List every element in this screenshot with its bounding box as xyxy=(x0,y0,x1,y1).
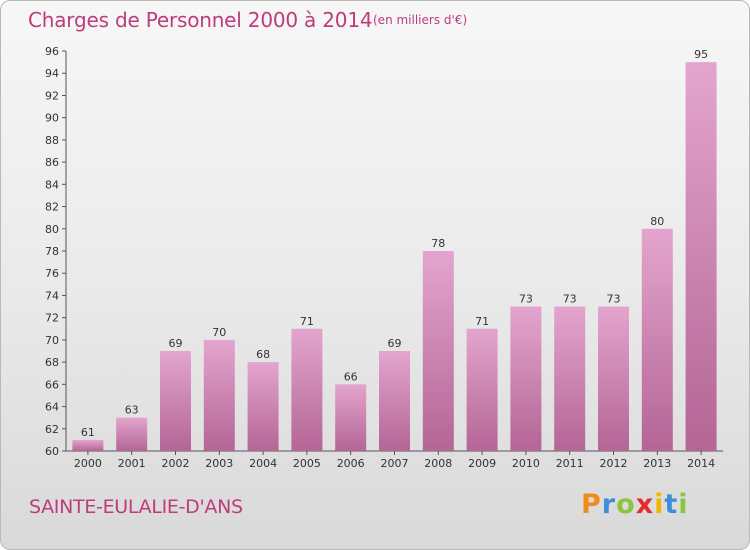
x-tick-label-2002: 2002 xyxy=(162,457,190,470)
y-tick-label: 88 xyxy=(45,134,59,147)
bar-2008 xyxy=(422,251,454,451)
x-tick-label-2008: 2008 xyxy=(424,457,452,470)
value-label-2000: 61 xyxy=(81,426,95,439)
bar-2000 xyxy=(72,439,104,451)
value-label-2010: 73 xyxy=(519,293,533,306)
logo-letter: i xyxy=(654,489,665,520)
logo-letter: o xyxy=(616,489,636,520)
y-tick-label: 90 xyxy=(45,112,59,125)
bar-2003 xyxy=(203,339,235,451)
x-tick-label-2010: 2010 xyxy=(512,457,540,470)
bar-2014 xyxy=(685,62,717,451)
y-tick-label: 92 xyxy=(45,89,59,102)
logo-letter: i xyxy=(678,489,689,520)
bar-2006 xyxy=(335,384,367,451)
value-label-2009: 71 xyxy=(475,315,489,328)
y-tick-label: 72 xyxy=(45,312,59,325)
y-tick-label: 64 xyxy=(45,401,59,414)
x-tick-label-2003: 2003 xyxy=(205,457,233,470)
chart-title: Charges de Personnel 2000 à 2014 xyxy=(28,8,373,32)
bar-2009 xyxy=(466,328,498,451)
value-label-2008: 78 xyxy=(431,237,445,250)
logo-letter: r xyxy=(601,489,617,520)
commune-name: SAINTE-EULALIE-D'ANS xyxy=(29,496,243,518)
x-tick-label-2001: 2001 xyxy=(118,457,146,470)
value-label-2004: 68 xyxy=(256,348,270,361)
y-tick-label: 66 xyxy=(45,378,59,391)
x-tick-label-2009: 2009 xyxy=(468,457,496,470)
value-label-2013: 80 xyxy=(650,215,664,228)
bar-2010 xyxy=(510,306,542,451)
x-tick-label-2014: 2014 xyxy=(687,457,715,470)
value-label-2001: 63 xyxy=(125,404,139,417)
bar-2004 xyxy=(247,362,279,451)
bar-2002 xyxy=(160,351,191,451)
logo-letter: x xyxy=(635,489,655,520)
value-label-2007: 69 xyxy=(388,337,402,350)
y-tick-label: 84 xyxy=(45,178,59,191)
bar-2001 xyxy=(116,417,148,451)
y-tick-label: 74 xyxy=(45,289,59,302)
x-tick-label-2005: 2005 xyxy=(293,457,321,470)
y-tick-label: 70 xyxy=(45,334,59,347)
x-tick-label-2006: 2006 xyxy=(337,457,365,470)
value-label-2005: 71 xyxy=(300,315,314,328)
bar-2011 xyxy=(554,306,586,451)
x-tick-label-2011: 2011 xyxy=(556,457,584,470)
value-label-2012: 73 xyxy=(607,293,621,306)
bar-2005 xyxy=(291,328,323,451)
value-label-2006: 66 xyxy=(344,370,358,383)
bar-2012 xyxy=(598,306,629,451)
x-tick-label-2004: 2004 xyxy=(249,457,277,470)
value-label-2014: 95 xyxy=(694,48,708,61)
y-tick-label: 94 xyxy=(45,67,59,80)
y-tick-label: 78 xyxy=(45,245,59,258)
value-label-2002: 69 xyxy=(169,337,183,350)
y-tick-label: 82 xyxy=(45,201,59,214)
logo-letter: t xyxy=(664,489,679,520)
y-tick-label: 86 xyxy=(45,156,59,169)
chart-subtitle: (en milliers d'€) xyxy=(373,13,468,27)
y-tick-label: 68 xyxy=(45,356,59,369)
x-tick-label-2012: 2012 xyxy=(600,457,628,470)
x-tick-label-2007: 2007 xyxy=(381,457,409,470)
bar-2013 xyxy=(641,228,673,451)
y-tick-label: 80 xyxy=(45,223,59,236)
value-label-2011: 73 xyxy=(563,293,577,306)
x-tick-label-2013: 2013 xyxy=(643,457,671,470)
logo-letter: P xyxy=(581,489,602,520)
y-tick-label: 62 xyxy=(45,423,59,436)
bar-2007 xyxy=(379,351,410,451)
y-tick-label: 60 xyxy=(45,445,59,458)
proxiti-logo: Proxiti xyxy=(581,489,689,520)
value-label-2003: 70 xyxy=(212,326,226,339)
x-tick-label-2000: 2000 xyxy=(74,457,102,470)
y-tick-label: 76 xyxy=(45,267,59,280)
y-tick-label: 96 xyxy=(45,45,59,58)
